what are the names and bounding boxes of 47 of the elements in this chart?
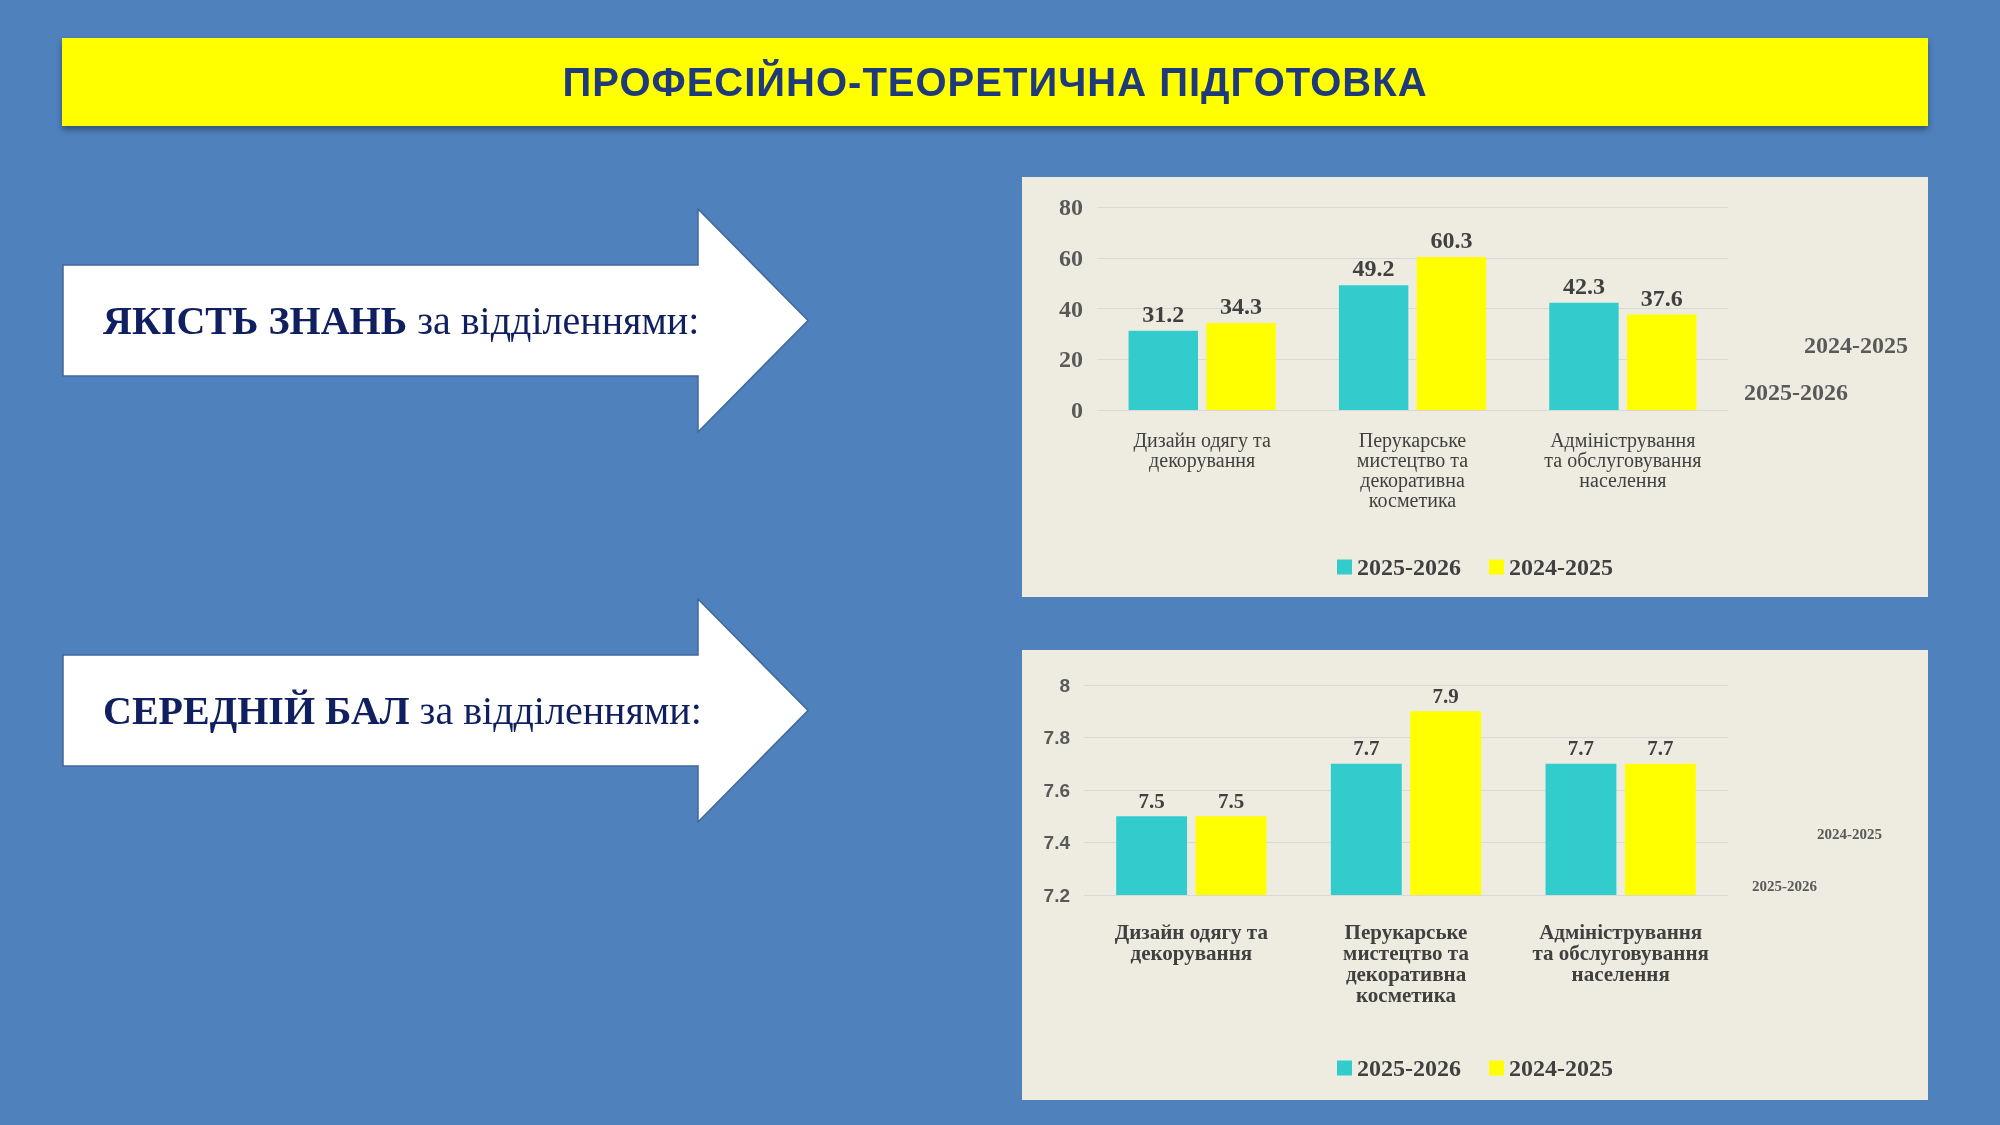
data-label: 7.5	[1138, 788, 1165, 813]
text: 2025-2026	[1744, 379, 1849, 405]
y-tick-label: 60	[1059, 244, 1083, 271]
text: 2024-2025	[1817, 825, 1882, 842]
data-label: 7.7	[1647, 736, 1674, 761]
legend-label: 2025-2026	[1357, 554, 1462, 580]
x-tick-label: Перукарське мистецтво та декоративна косметика	[1343, 919, 1470, 1007]
text: за відділеннями:	[417, 297, 700, 344]
y-tick-label: 7.8	[1043, 727, 1070, 748]
bar	[1416, 256, 1487, 410]
data-label: 7.7	[1353, 736, 1380, 761]
data-label: 7.9	[1432, 683, 1459, 708]
data-label: 37.6	[1640, 284, 1683, 311]
x-tick-label: Адміністрування та обслуговування населення	[1544, 429, 1702, 491]
data-label: 7.5	[1217, 788, 1245, 813]
y-tick-label: 7.6	[1043, 779, 1070, 801]
data-label: 42.3	[1562, 272, 1605, 299]
data-label: 7.7	[1567, 736, 1595, 761]
data-label: 49.2	[1352, 255, 1395, 282]
y-tick-label: 8	[1059, 674, 1070, 696]
y-tick-label: 20	[1059, 346, 1083, 373]
data-label: 34.3	[1220, 292, 1263, 319]
text: 2024-2025	[1804, 332, 1909, 358]
x-tick-label: Адміністрування та обслуговування населення	[1532, 919, 1709, 986]
text: СЕРЕДНІЙ БАЛ	[103, 687, 410, 734]
y-tick-label: 40	[1059, 295, 1083, 322]
text: 2025-2026	[1752, 877, 1817, 894]
bar	[1128, 330, 1198, 410]
data-label: 60.3	[1430, 226, 1473, 253]
y-tick-label: 0	[1071, 397, 1083, 423]
legend-label: 2024-2025	[1509, 1055, 1613, 1081]
y-tick-label: 80	[1059, 194, 1083, 220]
text: за відділеннями:	[419, 687, 702, 734]
data-label: 31.2	[1142, 300, 1185, 327]
bar	[1338, 285, 1409, 410]
bar	[1627, 314, 1697, 410]
bar	[1206, 322, 1276, 410]
text: ПРОФЕСІЙНО-ТЕОРЕТИЧНА ПІДГОТОВКА	[562, 59, 1428, 105]
x-tick-label: Перукарське мистецтво та декоративна косметика	[1356, 429, 1469, 511]
bar	[1549, 302, 1619, 410]
y-tick-label: 7.2	[1043, 884, 1070, 906]
x-tick-label: Дизайн одягу та декорування	[1133, 429, 1271, 472]
legend-label: 2025-2026	[1357, 1055, 1462, 1081]
x-tick-label: Дизайн одягу та декорування	[1114, 919, 1269, 965]
legend-label: 2024-2025	[1509, 554, 1613, 580]
text: ЯКІСТЬ ЗНАНЬ	[103, 297, 408, 344]
y-tick-label: 7.4	[1043, 832, 1071, 853]
